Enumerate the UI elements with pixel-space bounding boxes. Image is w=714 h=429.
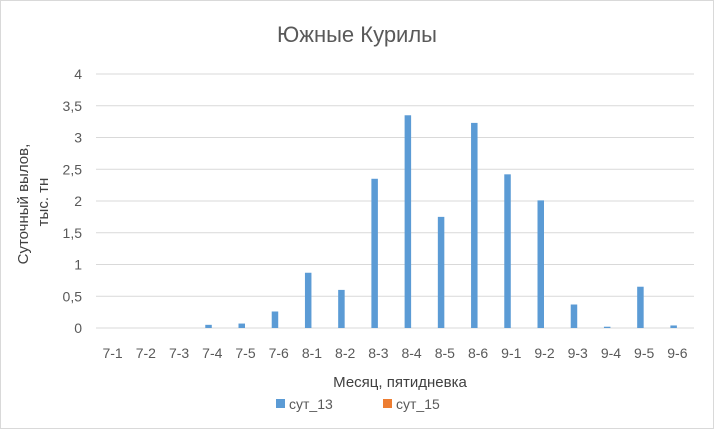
x-tick-label: 9-4 xyxy=(601,345,621,361)
y-axis-title-line-2: тыс. тн xyxy=(35,178,52,227)
bar-сут_13-8-5 xyxy=(437,216,445,328)
bar-сут_13-9-6 xyxy=(670,325,677,328)
x-tick-label: 7-5 xyxy=(235,345,255,361)
y-tick-label: 2 xyxy=(74,193,82,209)
bar-сут_13-8-4 xyxy=(404,115,412,329)
x-tick-label: 9-6 xyxy=(667,345,687,361)
gridlines xyxy=(96,73,694,329)
y-tick-label: 4 xyxy=(74,66,82,82)
x-tick-label: 9-1 xyxy=(501,345,521,361)
x-tick-label: 9-5 xyxy=(634,345,654,361)
x-axis-title: Месяц, пятидневка xyxy=(333,374,467,391)
bar-сут_13-9-3 xyxy=(570,304,578,328)
x-tick-label: 7-1 xyxy=(102,345,122,361)
y-tick-label: 1,5 xyxy=(63,225,83,241)
y-tick-label: 0 xyxy=(74,320,82,336)
bar-сут_13-9-4 xyxy=(603,326,611,328)
y-axis-title: Суточный вылов, тыс. тн xyxy=(15,140,52,265)
bar-сут_13-7-6 xyxy=(271,311,279,328)
y-tick-label: 3 xyxy=(74,130,82,146)
bar-сут_13-8-3 xyxy=(371,178,378,328)
bar-сут_13-7-5 xyxy=(238,323,245,328)
x-tick-label: 9-3 xyxy=(568,345,588,361)
bars xyxy=(205,115,677,329)
x-tick-label: 8-6 xyxy=(468,345,488,361)
x-tick-label: 7-6 xyxy=(269,345,289,361)
x-axis-ticks: 7-1 7-2 7-3 7-4 7-5 7-6 8-1 8-2 8-3 8-4 8-5 8-6 9-1 9… xyxy=(102,345,687,361)
chart-title: Южные Курилы xyxy=(277,22,437,47)
y-tick-label: 2,5 xyxy=(63,161,83,177)
legend: сут_13 сут_15 xyxy=(276,396,440,412)
bar-сут_13-8-6 xyxy=(471,122,478,329)
y-axis-ticks: 0 0,5 1 1,5 2 2,5 3 3,5 4 xyxy=(63,66,83,336)
bar-сут_13-7-4 xyxy=(205,324,212,328)
x-tick-label: 8-1 xyxy=(302,345,322,361)
legend-label-сут_13: сут_13 xyxy=(289,396,333,412)
x-tick-label: 9-2 xyxy=(534,345,554,361)
x-tick-label: 8-2 xyxy=(335,345,355,361)
y-axis-title-line-1: Суточный вылов, xyxy=(15,144,32,265)
x-tick-label: 7-3 xyxy=(169,345,189,361)
legend-label-сут_15: сут_15 xyxy=(396,396,440,412)
bar-сут_13-8-1 xyxy=(304,272,312,328)
x-tick-label: 7-2 xyxy=(136,345,156,361)
bar-сут_13-9-5 xyxy=(637,286,644,328)
x-tick-label: 8-3 xyxy=(368,345,388,361)
x-tick-label: 8-4 xyxy=(401,345,421,361)
legend-swatch-сут_13 xyxy=(276,399,285,408)
y-tick-label: 1 xyxy=(74,257,82,273)
legend-swatch-сут_15 xyxy=(383,399,392,408)
bar-сут_13-9-2 xyxy=(537,200,544,328)
y-tick-label: 0,5 xyxy=(63,288,83,304)
bar-сут_13-9-1 xyxy=(504,174,511,328)
x-tick-label: 8-5 xyxy=(435,345,455,361)
x-tick-label: 7-4 xyxy=(202,345,222,361)
bar-сут_13-8-2 xyxy=(338,289,345,328)
y-tick-label: 3,5 xyxy=(63,98,83,114)
